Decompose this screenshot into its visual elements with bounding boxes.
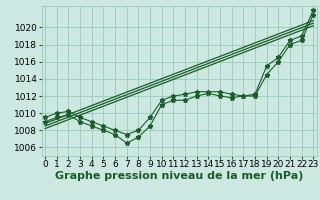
X-axis label: Graphe pression niveau de la mer (hPa): Graphe pression niveau de la mer (hPa) [55,171,303,181]
